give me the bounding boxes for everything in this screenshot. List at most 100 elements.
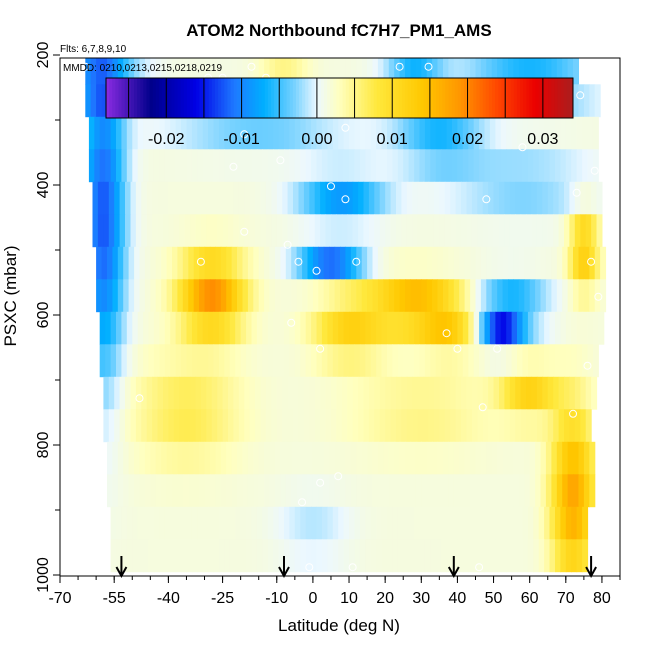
heatmap-cell bbox=[175, 311, 182, 345]
heatmap-cell bbox=[269, 58, 276, 85]
heatmap-cell bbox=[331, 409, 337, 443]
heatmap-cell bbox=[148, 506, 155, 540]
heatmap-cell bbox=[518, 58, 525, 85]
heatmap-cell bbox=[318, 474, 325, 508]
heatmap-cell bbox=[529, 58, 536, 85]
heatmap-cell bbox=[244, 409, 251, 443]
heatmap-cell bbox=[401, 409, 408, 443]
heatmap-cell bbox=[152, 181, 159, 215]
heatmap-cell bbox=[226, 58, 233, 85]
heatmap-cell bbox=[363, 409, 370, 443]
heatmap-cell bbox=[392, 116, 399, 150]
heatmap-cell bbox=[370, 311, 377, 345]
heatmap-cell bbox=[233, 181, 240, 215]
heatmap-cell bbox=[508, 441, 514, 475]
heatmap-cell bbox=[473, 344, 480, 378]
heatmap-cell bbox=[273, 149, 280, 183]
heatmap-cell bbox=[399, 58, 406, 85]
y-tick-label: 1000 bbox=[35, 557, 52, 593]
heatmap-cell bbox=[287, 181, 294, 215]
heatmap-cell bbox=[424, 311, 431, 345]
heatmap-cell bbox=[367, 474, 374, 508]
heatmap-cell bbox=[435, 149, 442, 183]
heatmap-cell bbox=[267, 539, 274, 573]
heatmap-cell bbox=[247, 246, 254, 280]
heatmap-cell bbox=[538, 344, 545, 378]
heatmap-cell bbox=[181, 344, 187, 378]
heatmap-cell bbox=[361, 279, 368, 313]
heatmap-cell bbox=[410, 441, 417, 475]
heatmap-cell bbox=[515, 376, 522, 410]
heatmap-cell bbox=[291, 279, 298, 313]
heatmap-cell bbox=[381, 506, 388, 540]
heatmap-cell bbox=[573, 58, 579, 85]
heatmap-cell bbox=[448, 474, 455, 508]
x-tick-label: 10 bbox=[340, 590, 358, 607]
heatmap-cell bbox=[359, 149, 366, 183]
heatmap-cell bbox=[511, 506, 518, 540]
heatmap-cell bbox=[105, 344, 112, 378]
heatmap-cell bbox=[130, 214, 137, 248]
colorbar-segment bbox=[127, 78, 132, 118]
heatmap-cell bbox=[123, 279, 130, 313]
heatmap-cell bbox=[396, 181, 402, 215]
heatmap-cell bbox=[424, 344, 431, 378]
heatmap-cell bbox=[220, 58, 227, 85]
colorbar-segment bbox=[516, 78, 521, 118]
heatmap-cell bbox=[134, 246, 141, 280]
heatmap-cell bbox=[408, 149, 415, 183]
heatmap-cell bbox=[569, 409, 576, 443]
heatmap-cell bbox=[143, 506, 150, 540]
heatmap-cell bbox=[300, 116, 307, 150]
heatmap-cell bbox=[589, 474, 596, 508]
heatmap-cell bbox=[146, 409, 153, 443]
heatmap-cell bbox=[211, 409, 218, 443]
heatmap-cell bbox=[504, 181, 511, 215]
heatmap-cell bbox=[350, 279, 357, 313]
sample-point bbox=[316, 344, 325, 353]
heatmap-cell bbox=[508, 58, 514, 85]
y-axis-label: PSXC (mbar) bbox=[1, 245, 20, 346]
colorbar-segment bbox=[520, 78, 524, 118]
heatmap-cell bbox=[555, 116, 561, 150]
heatmap-cell bbox=[153, 149, 160, 183]
colorbar-segment bbox=[426, 78, 431, 118]
heatmap-cell bbox=[289, 506, 296, 540]
heatmap-cell bbox=[591, 376, 598, 410]
heatmap-cell bbox=[441, 539, 448, 573]
colorbar-segment bbox=[165, 78, 169, 118]
heatmap-cell bbox=[325, 376, 332, 410]
heatmap-cell bbox=[287, 214, 294, 248]
heatmap-cell bbox=[423, 376, 430, 410]
heatmap-cell bbox=[576, 116, 583, 150]
heatmap-cell bbox=[433, 214, 440, 248]
heatmap-cell bbox=[94, 116, 101, 150]
heatmap-cell bbox=[209, 474, 216, 508]
heatmap-cell bbox=[448, 58, 455, 85]
heatmap-cell bbox=[555, 506, 561, 540]
heatmap-cell bbox=[336, 376, 343, 410]
heatmap-cell bbox=[199, 246, 206, 280]
colorbar-segment bbox=[177, 78, 182, 118]
heatmap-cell bbox=[453, 58, 460, 85]
heatmap-cell bbox=[242, 279, 249, 313]
heatmap-cell bbox=[457, 149, 464, 183]
heatmap-cell bbox=[157, 409, 164, 443]
heatmap-cell bbox=[293, 376, 299, 410]
sample-point bbox=[395, 62, 404, 71]
colorbar-segment bbox=[211, 78, 216, 118]
heatmap-cell bbox=[558, 181, 565, 215]
heatmap-cell bbox=[555, 539, 561, 573]
heatmap-cell bbox=[172, 441, 178, 475]
heatmap-cell bbox=[231, 474, 238, 508]
heatmap-cell bbox=[379, 181, 386, 215]
heatmap-cell bbox=[341, 214, 348, 248]
colorbar-segment bbox=[348, 78, 353, 118]
colorbar-segment bbox=[162, 78, 166, 118]
heatmap-cell bbox=[381, 149, 388, 183]
colorbar-segment bbox=[295, 78, 300, 118]
heatmap-cell bbox=[424, 116, 431, 150]
heatmap-cell bbox=[437, 474, 444, 508]
heatmap-cell bbox=[166, 441, 173, 475]
heatmap-cell bbox=[126, 506, 133, 540]
